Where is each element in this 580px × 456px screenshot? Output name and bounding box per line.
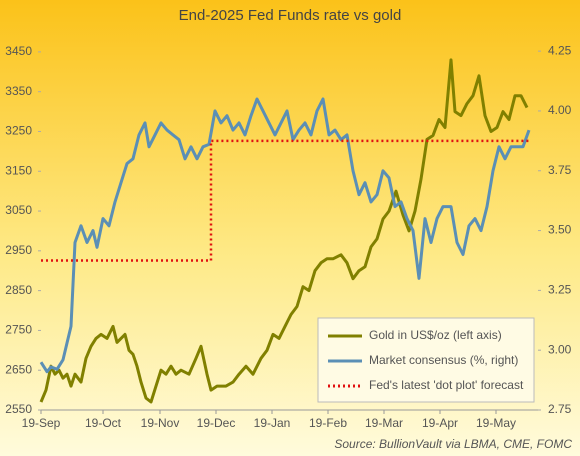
- y2-tick-label: 2.75: [548, 402, 572, 416]
- legend-label: Fed's latest 'dot plot' forecast: [369, 378, 524, 392]
- y2-tick-label: 3.00: [548, 342, 572, 356]
- y2-tick-label: 4.25: [548, 43, 572, 57]
- x-tick-label: 19-Apr: [422, 416, 458, 430]
- y-tick-label: 3450: [5, 44, 32, 58]
- y-tick-label: 2750: [5, 323, 32, 337]
- y2-tick-label: 4.00: [548, 103, 572, 117]
- x-tick-label: 19-Jan: [254, 416, 291, 430]
- legend-label: Gold in US$/oz (left axis): [369, 328, 502, 342]
- x-tick-label: 19-Oct: [85, 416, 122, 430]
- x-tick-label: 19-Mar: [365, 416, 403, 430]
- source: Source: BullionVault via LBMA, CME, FOMC: [334, 437, 572, 451]
- x-tick-label: 19-Sep: [22, 416, 61, 430]
- x-tick-label: 19-Nov: [141, 416, 180, 430]
- y2-tick-label: 3.25: [548, 283, 572, 297]
- legend-label: Market consensus (%, right): [369, 353, 518, 367]
- x-tick-label: 19-May: [476, 416, 516, 430]
- y-tick-label: 2550: [5, 402, 32, 416]
- y-tick-label: 3250: [5, 124, 32, 138]
- y-tick-label: 3150: [5, 163, 32, 177]
- x-tick-label: 19-Dec: [197, 416, 236, 430]
- y-tick-label: 3050: [5, 203, 32, 217]
- y-tick-label: 2650: [5, 362, 32, 376]
- y-tick-label: 2950: [5, 243, 32, 257]
- chart-title: End-2025 Fed Funds rate vs gold: [179, 7, 402, 24]
- y-tick-label: 3350: [5, 84, 32, 98]
- series-line: [39, 58, 529, 404]
- series-line: [39, 97, 531, 374]
- y2-tick-label: 3.50: [548, 223, 572, 237]
- y2-tick-label: 3.75: [548, 163, 572, 177]
- series-line: [41, 139, 529, 262]
- y-tick-label: 2850: [5, 283, 32, 297]
- x-tick-label: 19-Feb: [309, 416, 347, 430]
